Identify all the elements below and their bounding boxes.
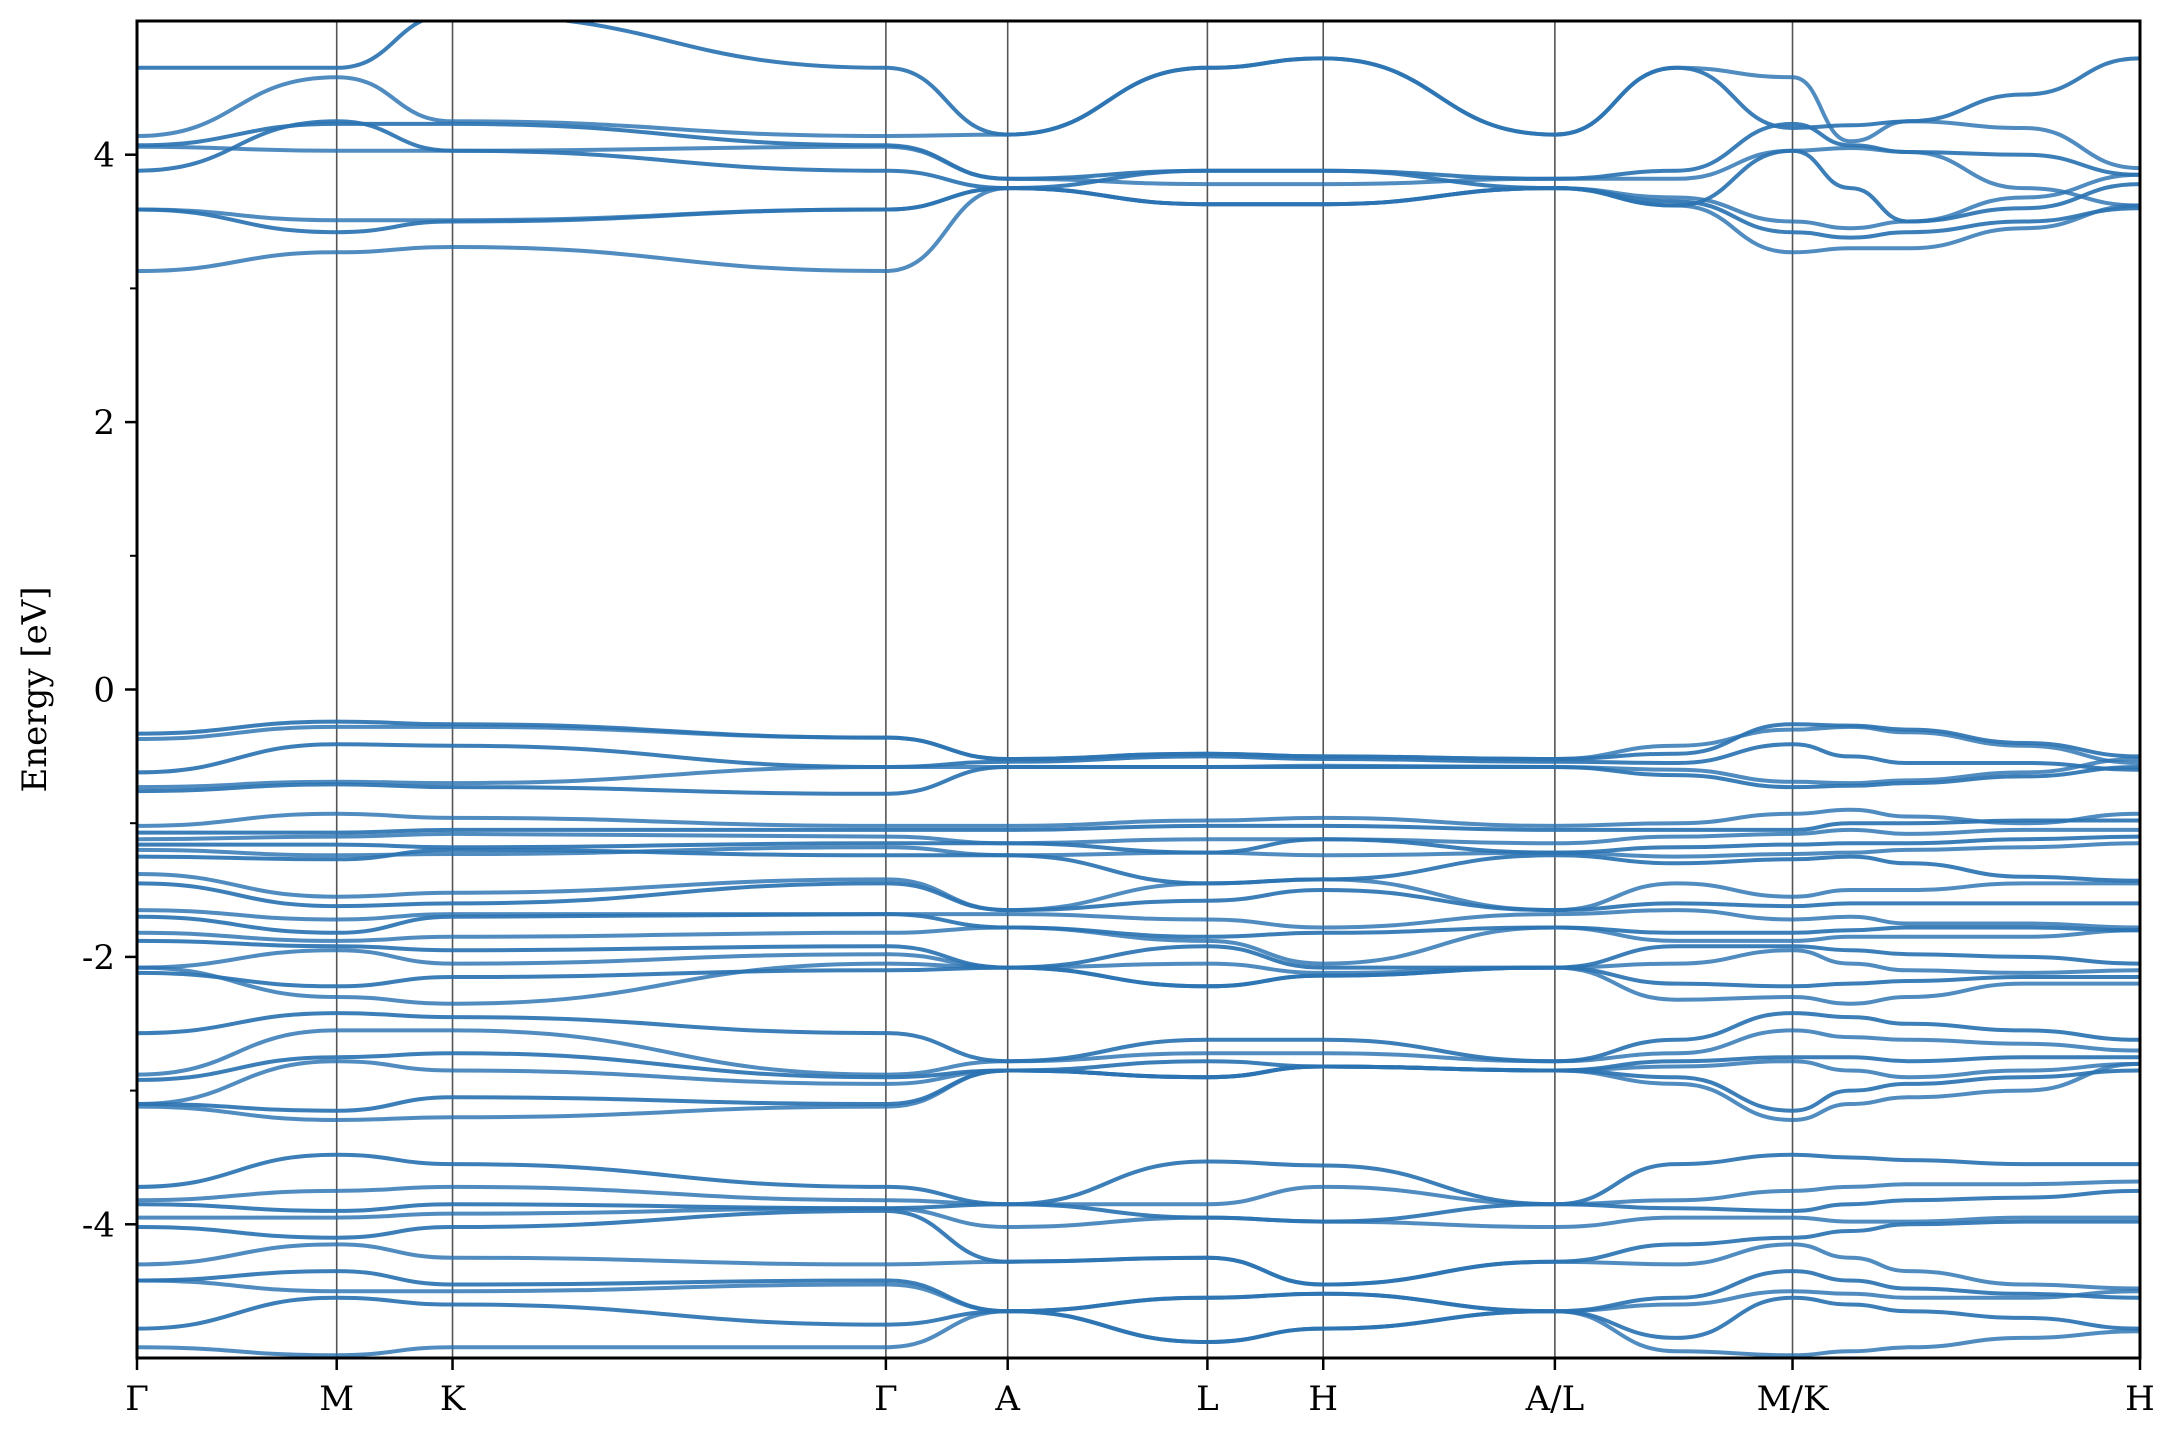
band-line <box>137 21 2140 137</box>
band-line <box>137 764 2140 796</box>
y-axis-label: Energy [eV] <box>15 586 55 792</box>
band-line <box>137 757 2140 790</box>
x-tick-label: K <box>440 1379 466 1419</box>
band-line <box>137 119 2140 224</box>
band-line <box>137 872 2140 913</box>
y-tick-label: 2 <box>93 403 115 443</box>
x-tick-label: Γ <box>874 1379 898 1419</box>
y-tick-label: 4 <box>93 136 115 176</box>
y-tick-label: 0 <box>93 671 115 711</box>
band-line <box>137 56 2140 171</box>
y-axis: -4 -2 0 2 4 <box>82 136 137 1245</box>
x-tick-label: L <box>1196 1379 1219 1419</box>
band-line <box>137 881 2140 913</box>
band-line <box>137 912 2140 939</box>
band-lines <box>137 21 2140 1358</box>
band-line <box>137 1152 2140 1207</box>
band-line <box>137 841 2140 859</box>
x-tick-label: Γ <box>125 1379 149 1419</box>
band-line <box>137 834 2140 855</box>
band-line <box>137 1309 2140 1358</box>
band-line <box>137 742 2140 775</box>
x-tick-label: A <box>994 1379 1020 1419</box>
band-line <box>137 1051 2140 1082</box>
band-line <box>137 961 2140 1006</box>
band-line <box>137 807 2140 828</box>
band-line <box>137 1028 2140 1077</box>
x-tick-label: A/L <box>1525 1379 1585 1419</box>
band-line <box>137 1206 2140 1229</box>
high-symmetry-lines <box>335 21 1794 1358</box>
band-line <box>137 1061 2140 1122</box>
band-line <box>137 186 2140 273</box>
y-tick-label: -2 <box>82 938 115 978</box>
band-line <box>137 724 2140 765</box>
band-line <box>137 1242 2140 1291</box>
band-line <box>137 938 2140 970</box>
band-line <box>137 1188 2140 1224</box>
x-tick-label: M <box>319 1379 354 1419</box>
x-tick-label: H <box>2125 1379 2155 1419</box>
y-tick-label: -4 <box>82 1205 115 1245</box>
band-line <box>137 925 2140 966</box>
x-axis: Γ M K Γ A L H A/L M/K H <box>125 1358 2155 1419</box>
band-line <box>137 948 2140 975</box>
band-line <box>137 818 2140 835</box>
band-line <box>137 908 2140 930</box>
band-line <box>137 186 2140 240</box>
band-line <box>137 1011 2140 1064</box>
x-tick-label: M/K <box>1757 1379 1829 1419</box>
band-line <box>137 1179 2140 1207</box>
band-line <box>137 1278 2140 1314</box>
x-tick-label: H <box>1308 1379 1338 1419</box>
